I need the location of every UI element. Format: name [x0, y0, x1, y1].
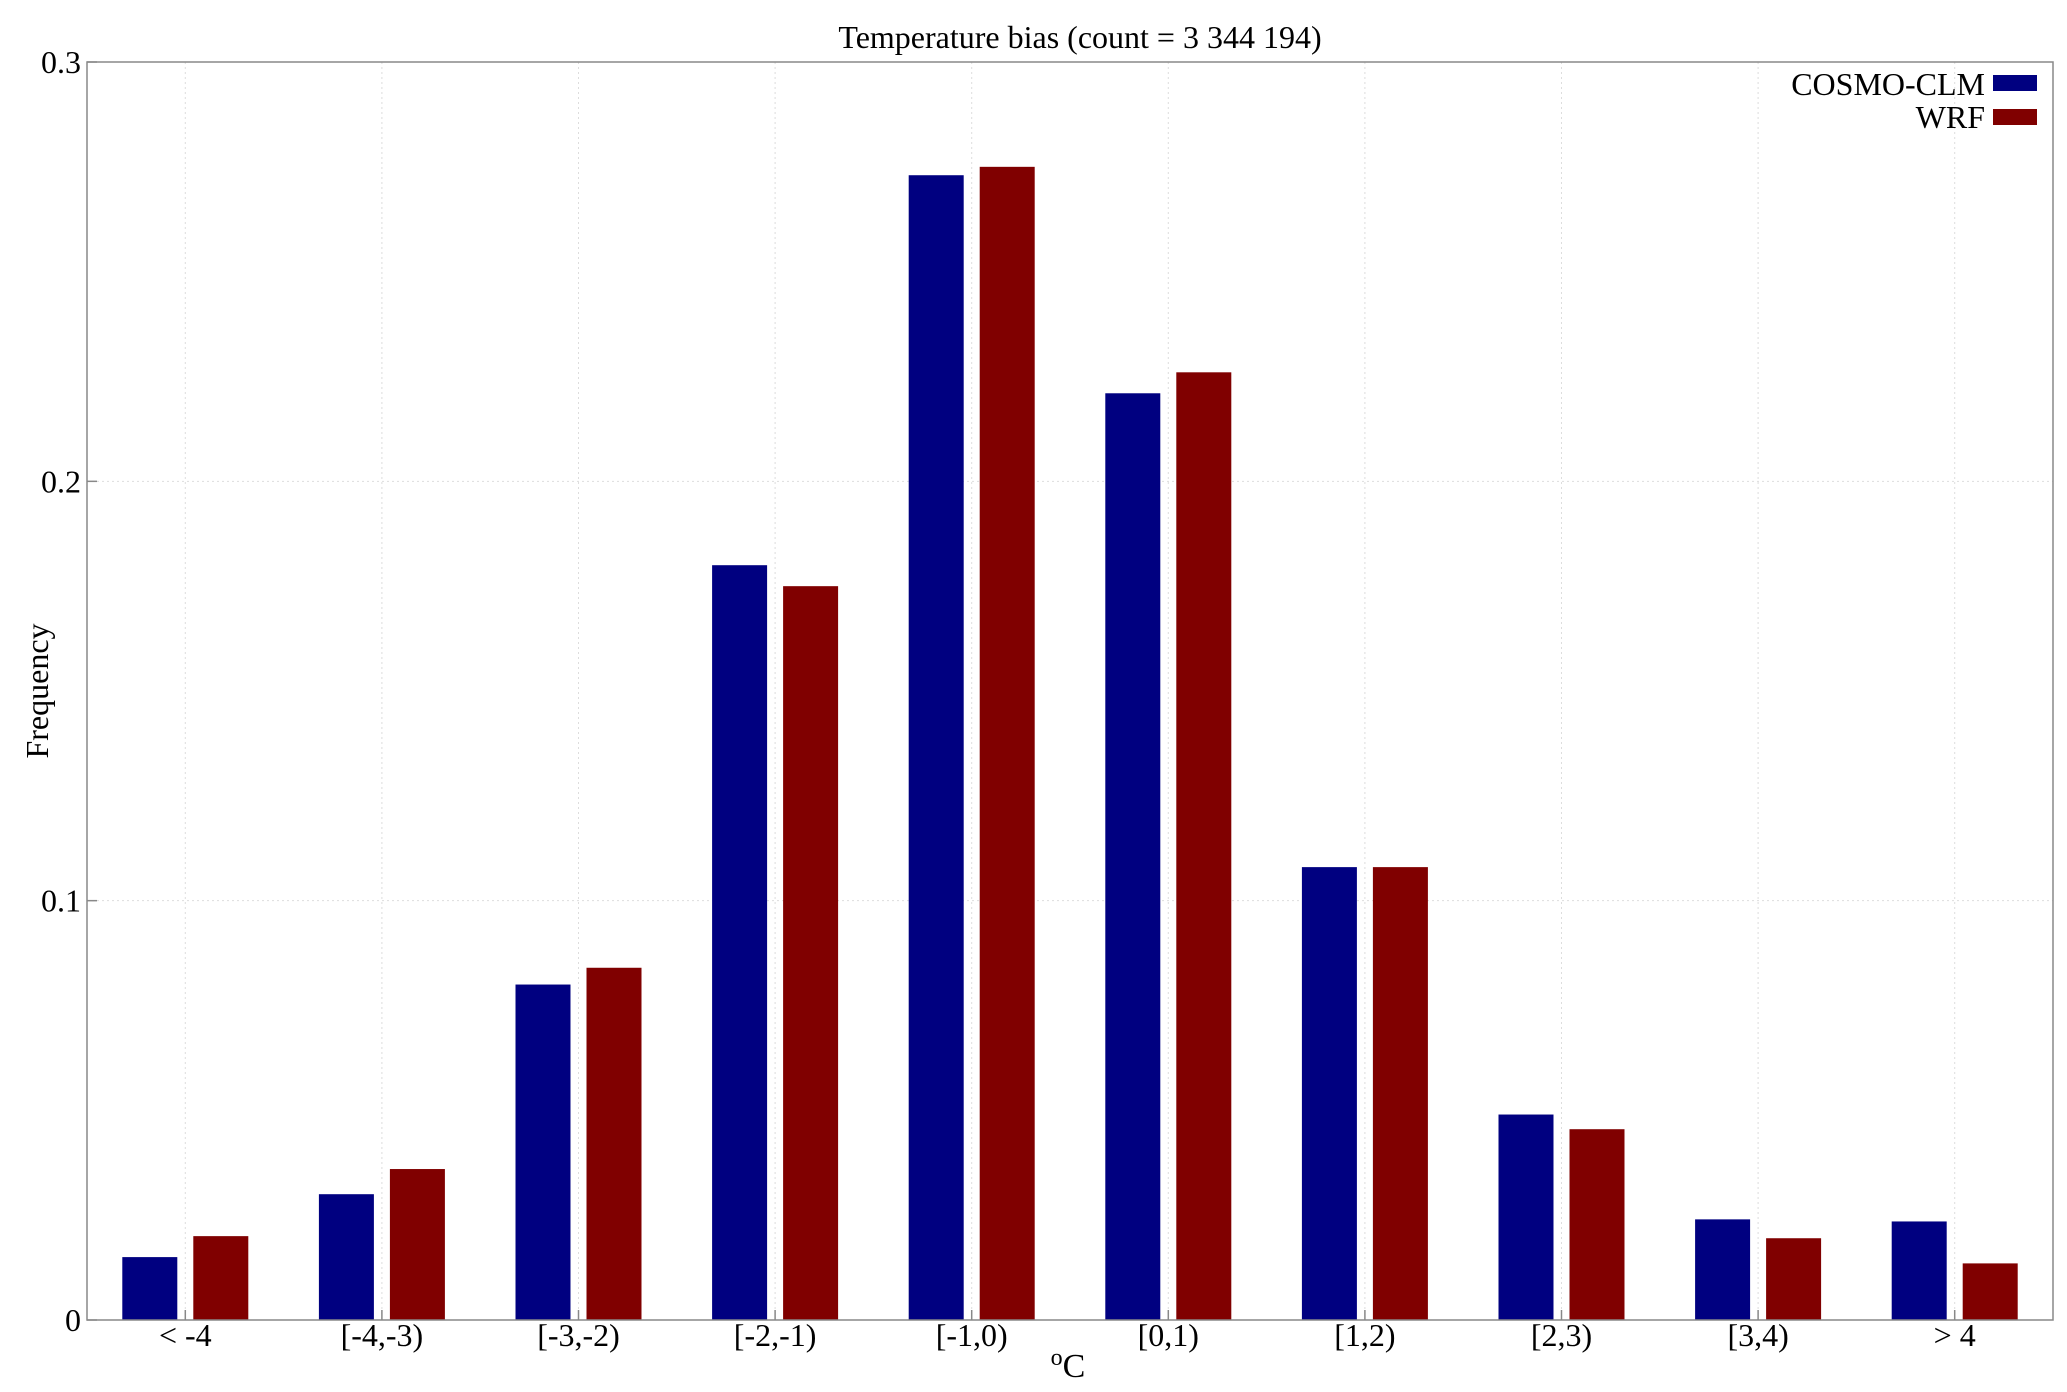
- bar-wrf: [193, 1236, 249, 1320]
- bar-wrf: [1962, 1263, 2018, 1320]
- x-tick-label: [-4,-3): [341, 1317, 424, 1353]
- x-axis-ticks: < -4 [-4,-3) [-3,-2) [-2,-1) [-1,0) [0,1) [1,2…: [159, 1310, 1976, 1353]
- x-axis-label: oC: [1051, 1345, 1086, 1385]
- y-tick-label: 0.3: [41, 44, 81, 80]
- x-tick-label: [1,2): [1334, 1317, 1395, 1353]
- bar-wrf: [1176, 372, 1232, 1321]
- bar-cosmo-clm: [712, 565, 768, 1320]
- bar-wrf: [1569, 1129, 1625, 1320]
- legend-label-cosmo-clm: COSMO-CLM: [1791, 66, 1985, 102]
- y-tick-label: 0.2: [41, 463, 81, 499]
- bar-wrf: [783, 586, 839, 1320]
- bar-cosmo-clm: [1498, 1114, 1554, 1320]
- y-tick-label: 0.1: [41, 883, 81, 919]
- bar-wrf: [1372, 867, 1428, 1320]
- legend: COSMO-CLM WRF: [1791, 66, 2037, 135]
- chart-title: Temperature bias (count = 3 344 194): [838, 19, 1321, 55]
- x-tick-label: [3,4): [1727, 1317, 1788, 1353]
- bar-wrf: [979, 166, 1035, 1320]
- bar-cosmo-clm: [318, 1194, 374, 1320]
- legend-label-wrf: WRF: [1916, 99, 1985, 135]
- x-axis-label-superscript: o: [1051, 1345, 1063, 1371]
- bar-cosmo-clm: [1301, 867, 1357, 1320]
- y-axis-label: Frequency: [19, 623, 55, 758]
- bar-cosmo-clm: [1105, 393, 1161, 1321]
- x-tick-label: [2,3): [1531, 1317, 1592, 1353]
- grid-lines: [87, 62, 2053, 1320]
- bar-cosmo-clm: [1695, 1219, 1751, 1320]
- plot-frame: [86, 61, 2054, 1321]
- x-tick-label: [-2,-1): [734, 1317, 817, 1353]
- legend-swatch-wrf: [1993, 109, 2037, 125]
- legend-swatch-cosmo-clm: [1993, 75, 2037, 91]
- bar-cosmo-clm: [908, 175, 964, 1321]
- bars: [122, 166, 2018, 1321]
- bar-wrf: [586, 967, 642, 1320]
- x-tick-label: [0,1): [1138, 1317, 1199, 1353]
- bar-cosmo-clm: [122, 1257, 178, 1320]
- bar-wrf: [1766, 1238, 1822, 1320]
- bar-wrf: [389, 1169, 445, 1320]
- y-tick-label: 0: [65, 1302, 81, 1338]
- bar-cosmo-clm: [515, 984, 571, 1320]
- x-tick-label: > 4: [1934, 1317, 1976, 1353]
- x-tick-label: < -4: [159, 1317, 212, 1353]
- x-tick-label: [-1,0): [936, 1317, 1008, 1353]
- x-tick-label: [-3,-2): [537, 1317, 620, 1353]
- x-axis-label-unit: C: [1063, 1348, 1086, 1385]
- bar-cosmo-clm: [1891, 1221, 1947, 1320]
- y-axis-ticks: 0 0.1 0.2 0.3: [41, 44, 97, 1338]
